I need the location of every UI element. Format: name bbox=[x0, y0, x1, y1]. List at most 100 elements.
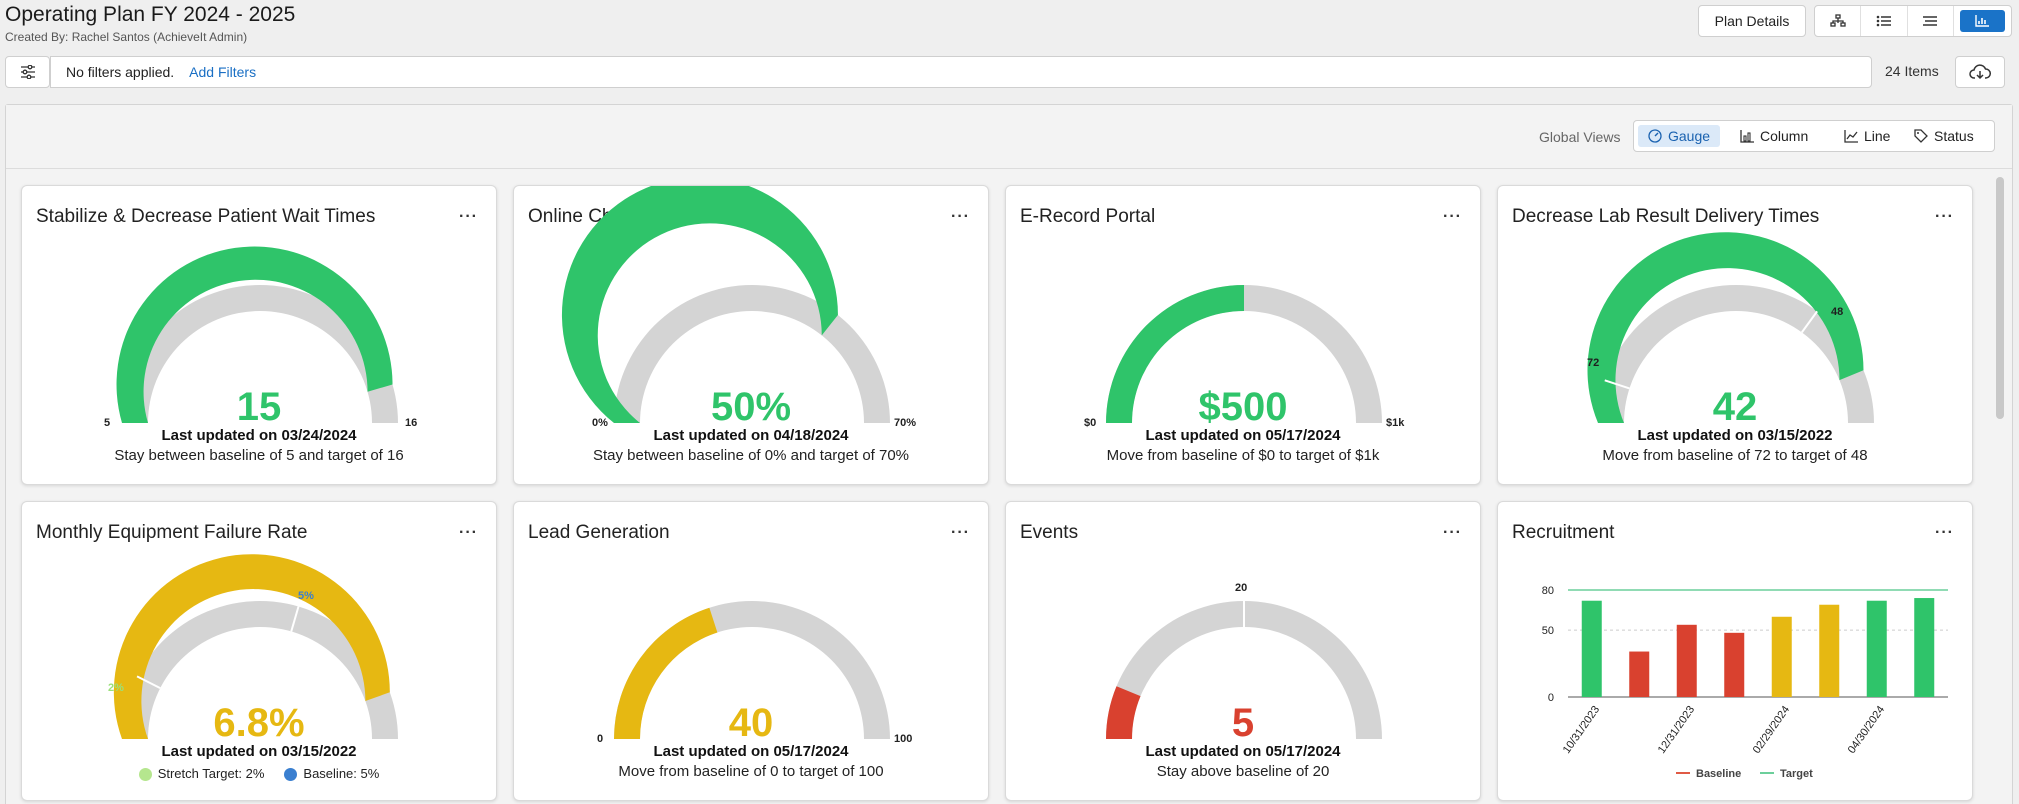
more-options-icon[interactable]: ··· bbox=[1935, 524, 1954, 541]
gauge-fill bbox=[614, 607, 718, 739]
gauge-marker-tick bbox=[1604, 379, 1630, 390]
gauge-max-label: 16 bbox=[405, 417, 418, 429]
column-view-label: Column bbox=[1760, 128, 1809, 144]
column-view-option[interactable]: Column bbox=[1730, 125, 1818, 147]
x-tick-label: 02/29/2024 bbox=[1751, 704, 1792, 756]
hierarchy-view-button[interactable] bbox=[1815, 6, 1862, 36]
gauge-baseline-marker: 5% bbox=[298, 590, 314, 602]
last-updated: Last updated on 05/17/2024 bbox=[653, 743, 849, 760]
bar[interactable] bbox=[1581, 600, 1602, 697]
gauge-track bbox=[1106, 601, 1382, 739]
bar[interactable] bbox=[1819, 604, 1840, 697]
filter-settings-button[interactable] bbox=[5, 56, 50, 88]
card-title: Recruitment bbox=[1512, 522, 1615, 543]
last-updated: Last updated on 05/17/2024 bbox=[1145, 743, 1341, 760]
global-views-label: Global Views bbox=[1539, 129, 1621, 145]
bar[interactable] bbox=[1914, 598, 1935, 697]
kpi-card[interactable]: Decrease Lab Result Delivery Times ··· 7… bbox=[1497, 185, 1973, 485]
global-views-switcher: Gauge Column Line Status bbox=[1633, 120, 1995, 152]
gauge-max-label: $1k bbox=[1386, 417, 1405, 429]
gauge-chart bbox=[1587, 232, 1874, 423]
card-title: Events bbox=[1020, 522, 1079, 543]
gauge-fill bbox=[1106, 686, 1141, 739]
plan-details-button[interactable]: Plan Details bbox=[1698, 5, 1806, 37]
gauge-min-label: 0 bbox=[597, 733, 604, 745]
x-tick-label: 04/30/2024 bbox=[1846, 704, 1887, 756]
dashboard-view-button[interactable] bbox=[1959, 10, 2005, 32]
more-options-icon[interactable]: ··· bbox=[951, 208, 970, 225]
more-options-icon[interactable]: ··· bbox=[1935, 208, 1954, 225]
gauge-target-marker: 48 bbox=[1831, 306, 1844, 318]
gauge-fill bbox=[116, 246, 393, 423]
gauge-description: Stay between baseline of 5 and target of… bbox=[114, 447, 404, 464]
gauge-value: 42 bbox=[1712, 385, 1758, 429]
add-filters-link[interactable]: Add Filters bbox=[189, 64, 257, 80]
gauge-description: Stay above baseline of 20 bbox=[1156, 763, 1330, 780]
detailed-list-view-button[interactable] bbox=[1861, 6, 1908, 36]
gauge-description: Stay between baseline of 0% and target o… bbox=[592, 447, 910, 464]
last-updated: Last updated on 03/15/2022 bbox=[1637, 427, 1833, 444]
gauge-value: $500 bbox=[1198, 385, 1288, 429]
card-title: E-Record Portal bbox=[1020, 206, 1156, 227]
last-updated: Last updated on 04/18/2024 bbox=[653, 427, 849, 444]
kpi-card[interactable]: Monthly Equipment Failure Rate ··· 2% 5%… bbox=[21, 501, 497, 801]
card-title: Monthly Equipment Failure Rate bbox=[36, 522, 308, 543]
cloud-download-icon bbox=[1969, 64, 1991, 80]
bar[interactable] bbox=[1724, 632, 1745, 697]
gauge-description: Move from baseline of 0 to target of 100 bbox=[618, 763, 884, 780]
gauge-max-label: 70% bbox=[894, 417, 917, 429]
last-updated: Last updated on 03/15/2022 bbox=[161, 743, 357, 760]
more-options-icon[interactable]: ··· bbox=[459, 208, 478, 225]
gauge-max-label: 100 bbox=[894, 733, 913, 745]
line-view-option[interactable]: Line bbox=[1834, 125, 1900, 147]
gauge-stretch-marker: 2% bbox=[108, 682, 124, 694]
bar[interactable] bbox=[1771, 616, 1792, 697]
bar[interactable] bbox=[1866, 600, 1887, 697]
export-button[interactable] bbox=[1955, 56, 2005, 88]
gauge-chart bbox=[116, 246, 398, 423]
scrollbar-thumb[interactable] bbox=[1996, 177, 2004, 419]
legend-label: Target bbox=[1780, 768, 1813, 780]
gauge-value: 6.8% bbox=[213, 701, 305, 745]
status-view-option[interactable]: Status bbox=[1904, 125, 1984, 147]
x-tick-label: 12/31/2023 bbox=[1656, 704, 1697, 756]
legend-item: Stretch Target: 2% bbox=[138, 766, 264, 782]
gauge-min-label: $0 bbox=[1084, 417, 1097, 429]
gauge-description: Move from baseline of $0 to target of $1… bbox=[1106, 447, 1380, 464]
list-view-button[interactable] bbox=[1908, 6, 1954, 36]
kpi-card[interactable]: Stabilize & Decrease Patient Wait Times … bbox=[21, 185, 497, 485]
gauge-baseline-marker: 20 bbox=[1235, 582, 1248, 594]
bulleted-list-icon bbox=[1876, 15, 1891, 27]
recruitment-bar-chart: 0 50 80 10/31/2023 12/31/2023 02/29/2024 04/30… bbox=[1542, 585, 1948, 780]
tag-icon bbox=[1914, 129, 1928, 143]
card-title: Lead Generation bbox=[528, 522, 670, 543]
gauge-track bbox=[122, 285, 398, 423]
gauge-chart bbox=[1106, 601, 1382, 739]
gauge-value: 40 bbox=[728, 701, 774, 745]
more-options-icon[interactable]: ··· bbox=[1443, 208, 1462, 225]
kpi-card[interactable]: Online Check In Process ··· 0% 70% 50% L… bbox=[513, 185, 989, 485]
items-count: 24 Items bbox=[1885, 63, 1939, 79]
filter-status: No filters applied. bbox=[66, 64, 175, 80]
panel-toolbar: Global Views Gauge Column Line Status bbox=[6, 105, 2012, 169]
y-tick-label: 0 bbox=[1548, 692, 1554, 704]
kpi-card[interactable]: Lead Generation ··· 0 100 40 Last update… bbox=[513, 501, 989, 801]
gauge-marker-tick bbox=[290, 606, 300, 632]
gauge-view-option[interactable]: Gauge bbox=[1638, 125, 1721, 147]
scrollbar[interactable] bbox=[1995, 171, 2005, 804]
more-options-icon[interactable]: ··· bbox=[1443, 524, 1462, 541]
list-icon bbox=[1923, 16, 1938, 26]
kpi-card[interactable]: Recruitment ··· 0 50 80 10/31/2023 12/31/202… bbox=[1497, 501, 1973, 801]
more-options-icon[interactable]: ··· bbox=[951, 524, 970, 541]
hierarchy-icon bbox=[1829, 14, 1846, 27]
bar[interactable] bbox=[1676, 624, 1697, 697]
more-options-icon[interactable]: ··· bbox=[459, 524, 478, 541]
gauge-track bbox=[1598, 285, 1874, 423]
legend-item: Baseline: 5% bbox=[284, 766, 379, 782]
legend-label: Baseline bbox=[1696, 768, 1741, 780]
bar[interactable] bbox=[1629, 651, 1650, 697]
gauge-description: Move from baseline of 72 to target of 48 bbox=[1602, 447, 1868, 464]
kpi-card[interactable]: Events ··· 20 5 Last updated on 05/17/20… bbox=[1005, 501, 1481, 801]
kpi-card[interactable]: E-Record Portal ··· $0 $1k $500 Last upd… bbox=[1005, 185, 1481, 485]
x-tick-label: 10/31/2023 bbox=[1561, 704, 1602, 756]
